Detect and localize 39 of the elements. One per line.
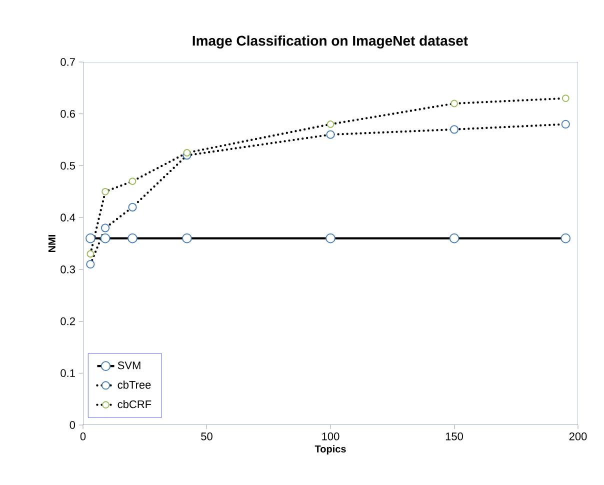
- point: [326, 130, 335, 139]
- point: [562, 94, 570, 102]
- x-tick-label: 150: [446, 432, 463, 440]
- point: [561, 120, 570, 129]
- y-tick-label: 0.7: [60, 58, 75, 66]
- x-tick-label: 50: [201, 432, 212, 440]
- y-tick-label: 0.4: [60, 214, 76, 222]
- point: [326, 120, 334, 128]
- x-tick-label: 0: [80, 432, 86, 440]
- point: [86, 233, 96, 244]
- point: [128, 178, 136, 185]
- point: [102, 188, 109, 196]
- y-tick-label: 0.3: [60, 266, 76, 274]
- y-tick-label: 0.5: [60, 162, 76, 170]
- point: [86, 260, 95, 269]
- legend-label: cbCRF: [118, 400, 152, 408]
- y-tick-label: 0.6: [60, 110, 76, 118]
- point: [183, 149, 191, 156]
- x-tick-label: 100: [322, 432, 340, 440]
- y-tick-label: 0.1: [60, 369, 75, 378]
- point: [450, 100, 458, 108]
- point: [449, 233, 460, 244]
- point: [128, 202, 137, 212]
- point: [182, 233, 192, 244]
- y-tick-label: 0: [70, 421, 76, 429]
- x-tick-label: 200: [569, 432, 587, 440]
- point: [100, 233, 110, 244]
- point: [100, 224, 110, 232]
- point: [128, 233, 138, 244]
- point: [326, 233, 336, 244]
- y-tick-label: 0.2: [60, 317, 75, 326]
- legend-label: cbTree: [118, 380, 151, 389]
- y-axis-title: NMI: [48, 235, 56, 252]
- point: [560, 233, 571, 244]
- chart-title: Image Classification on ImageNet dataset: [192, 35, 468, 49]
- legend-label: SVM: [118, 361, 140, 370]
- point: [450, 125, 459, 134]
- point: [86, 250, 94, 258]
- x-axis-title: Topics: [314, 445, 346, 454]
